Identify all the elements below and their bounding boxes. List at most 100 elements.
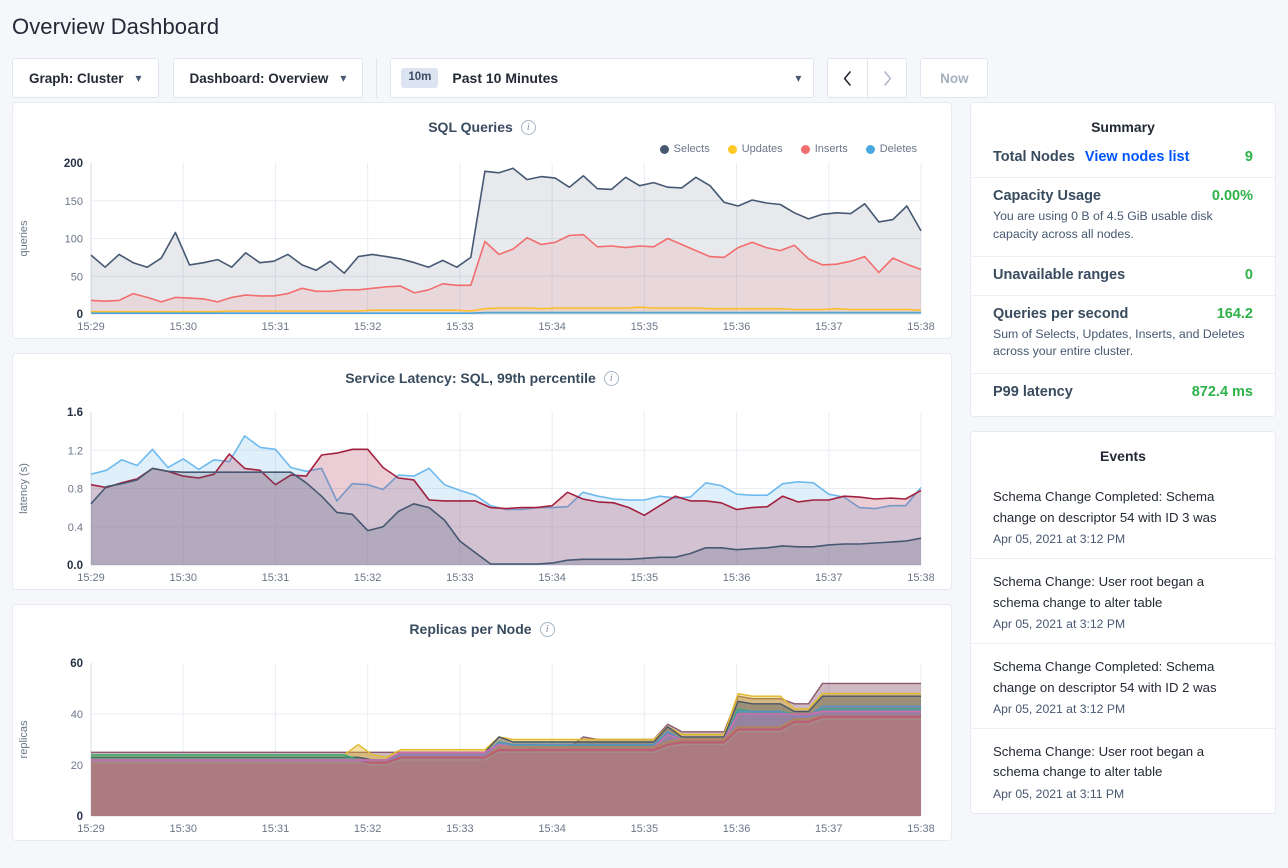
series-line bbox=[90, 467, 922, 565]
summary-row-capacity-usage: Capacity Usage 0.00% You are using 0 B o… bbox=[971, 177, 1275, 256]
event-item[interactable]: Schema Change: User root began a schema … bbox=[971, 728, 1275, 813]
summary-value: 164.2 bbox=[1216, 305, 1253, 322]
y-axis-tick: 60 bbox=[70, 658, 83, 670]
info-icon[interactable]: i bbox=[520, 119, 536, 135]
x-axis-tick: 15:29 bbox=[77, 321, 105, 333]
time-range-picker[interactable]: 10m Past 10 Minutes ▾ bbox=[390, 58, 815, 98]
legend-dot-inserts bbox=[800, 144, 810, 154]
x-axis-tick: 15:30 bbox=[169, 572, 197, 584]
events-title: Events bbox=[1100, 448, 1146, 465]
legend-label: Selects bbox=[673, 143, 710, 155]
chart-replicas-per-node[interactable]: 0 20 40 60 15:29 15:30 15:31 15:32 15:33 15:34 15:… bbox=[13, 637, 951, 840]
card-service-latency: Service Latency: SQL, 99th percentile i … bbox=[12, 353, 952, 590]
y-axis-title: queries bbox=[18, 220, 30, 257]
series-area bbox=[91, 708, 921, 816]
dashboard-body: SQL Queries i Selects Updates Inserts bbox=[0, 102, 1288, 855]
legend-label: Inserts bbox=[814, 143, 848, 155]
summary-value: 9 bbox=[1244, 149, 1253, 165]
legend-item-deletes[interactable]: Deletes bbox=[865, 143, 917, 155]
series-area bbox=[91, 168, 921, 314]
x-axis-tick: 15:38 bbox=[907, 823, 935, 835]
info-icon[interactable]: i bbox=[603, 370, 619, 386]
legend-dot-deletes bbox=[865, 144, 875, 154]
series-area bbox=[91, 716, 921, 816]
x-axis-tick: 15:36 bbox=[723, 321, 751, 333]
card-events: Events Schema Change Completed: Schema c… bbox=[970, 431, 1276, 814]
legend-item-updates[interactable]: Updates bbox=[727, 143, 783, 155]
summary-label: P99 latency bbox=[993, 384, 1073, 401]
y-axis-tick: 200 bbox=[64, 158, 83, 170]
x-axis-tick: 15:29 bbox=[77, 572, 105, 584]
y-axis-tick: 150 bbox=[65, 196, 83, 208]
y-axis-tick: 100 bbox=[65, 234, 83, 246]
now-button[interactable]: Now bbox=[920, 58, 989, 98]
y-axis-tick: 50 bbox=[71, 271, 83, 283]
y-axis-tick: 40 bbox=[71, 709, 83, 721]
summary-label: Unavailable ranges bbox=[993, 266, 1126, 283]
x-axis-tick: 15:35 bbox=[631, 823, 659, 835]
series-area bbox=[91, 696, 921, 816]
y-axis-tick: 0.0 bbox=[67, 560, 83, 572]
legend-dot-updates bbox=[727, 144, 737, 154]
event-item[interactable]: Schema Change Completed: Schema change o… bbox=[971, 643, 1275, 728]
y-axis-tick: 0.8 bbox=[68, 484, 83, 496]
series-area bbox=[91, 435, 921, 565]
series-line bbox=[91, 710, 921, 761]
sidebar-column: Summary Total Nodes View nodes list 9 Ca… bbox=[970, 102, 1276, 855]
event-timestamp: Apr 05, 2021 at 3:12 PM bbox=[993, 702, 1126, 717]
card-summary: Summary Total Nodes View nodes list 9 Ca… bbox=[970, 102, 1276, 418]
summary-row-total-nodes: Total Nodes View nodes list 9 bbox=[971, 145, 1275, 177]
page-title: Overview Dashboard bbox=[12, 14, 220, 39]
y-axis-title: latency (s) bbox=[18, 463, 30, 514]
x-axis-tick: 15:30 bbox=[169, 823, 197, 835]
summary-value: 0 bbox=[1244, 266, 1253, 283]
series-line bbox=[90, 233, 922, 303]
series-line bbox=[91, 695, 921, 761]
y-axis-tick: 0 bbox=[77, 309, 83, 321]
dashboard-selector-label: Dashboard: Overview bbox=[189, 70, 329, 86]
y-axis-tick: 20 bbox=[71, 760, 83, 772]
event-text: Schema Change Completed: Schema change o… bbox=[993, 489, 1217, 525]
x-axis-tick: 15:32 bbox=[354, 572, 382, 584]
series-area bbox=[91, 234, 921, 314]
dashboard-selector[interactable]: Dashboard: Overview ▾ bbox=[172, 58, 364, 98]
x-axis-tick: 15:37 bbox=[815, 823, 843, 835]
x-axis-tick: 15:36 bbox=[723, 823, 751, 835]
summary-label: Queries per second bbox=[993, 305, 1129, 322]
event-item[interactable]: Schema Change: User root began a schema … bbox=[971, 558, 1275, 643]
event-timestamp: Apr 05, 2021 at 3:12 PM bbox=[993, 532, 1126, 547]
summary-value: 872.4 ms bbox=[1191, 384, 1253, 401]
card-sql-queries: SQL Queries i Selects Updates Inserts bbox=[12, 102, 952, 339]
next-time-button[interactable] bbox=[867, 58, 908, 98]
legend-item-inserts[interactable]: Inserts bbox=[800, 143, 848, 155]
view-nodes-list-link[interactable]: View nodes list bbox=[1084, 149, 1190, 165]
chart-sql-queries[interactable]: 0 50 100 150 200 15:29 15:30 15:31 15:32 15:33 15:… bbox=[13, 155, 951, 338]
series-line bbox=[91, 311, 921, 314]
series-area bbox=[91, 468, 921, 565]
info-icon[interactable]: i bbox=[539, 621, 555, 637]
chart-legend-sql-queries: Selects Updates Inserts Deletes bbox=[13, 135, 951, 155]
y-axis-tick: 1.2 bbox=[68, 445, 83, 457]
x-axis-tick: 15:38 bbox=[907, 572, 935, 584]
event-item[interactable]: Schema Change Completed: Schema change o… bbox=[971, 474, 1275, 558]
chart-title-text: Replicas per Node bbox=[409, 621, 532, 637]
x-axis-tick: 15:33 bbox=[446, 572, 474, 584]
summary-row-unavailable-ranges: Unavailable ranges 0 bbox=[971, 255, 1275, 295]
prev-time-button[interactable] bbox=[827, 58, 868, 98]
legend-item-selects[interactable]: Selects bbox=[659, 143, 710, 155]
x-axis-tick: 15:37 bbox=[815, 321, 843, 333]
series-area bbox=[91, 711, 921, 816]
event-text: Schema Change: User root began a schema … bbox=[993, 574, 1205, 610]
graph-selector[interactable]: Graph: Cluster ▾ bbox=[12, 58, 159, 98]
chart-title-replicas: Replicas per Node i bbox=[13, 605, 951, 637]
summary-description: Sum of Selects, Updates, Inserts, and De… bbox=[993, 326, 1245, 359]
chart-service-latency[interactable]: 0.0 0.4 0.8 1.2 1.6 15:29 15:30 15:31 15:32 15:33… bbox=[13, 386, 951, 589]
time-nav-arrows bbox=[827, 58, 908, 98]
time-range-badge: 10m bbox=[401, 68, 439, 88]
y-axis-title: replicas bbox=[18, 720, 30, 758]
summary-label: Total Nodes bbox=[993, 149, 1075, 165]
chart-title-text: SQL Queries bbox=[428, 119, 513, 135]
y-axis-tick: 0 bbox=[77, 811, 83, 823]
summary-title: Summary bbox=[1091, 119, 1155, 135]
